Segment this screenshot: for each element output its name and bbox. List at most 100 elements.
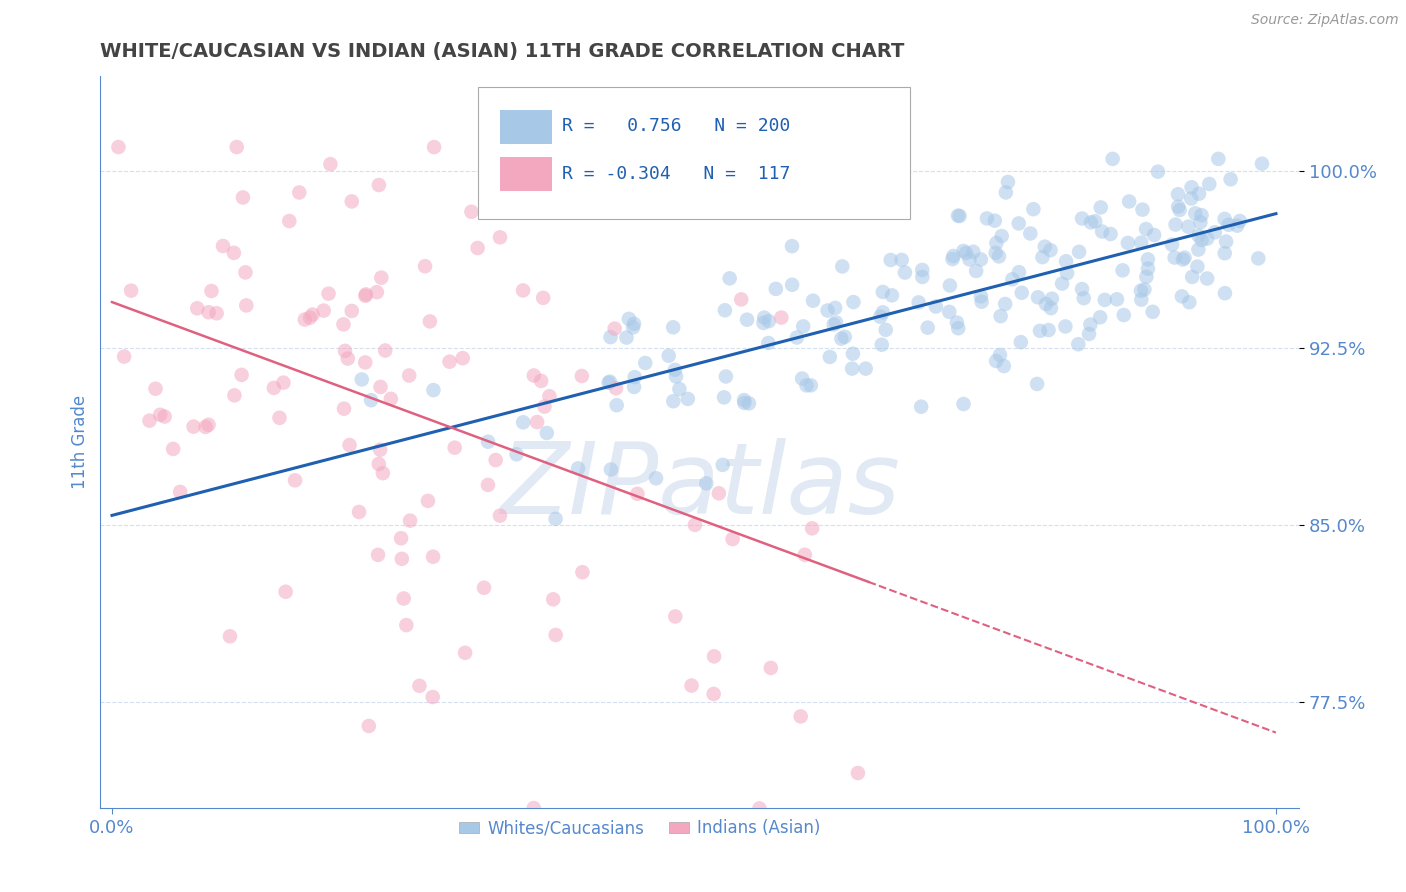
Point [681,679,703,693]
Legend: Whites/Caucasians, Indians (Asian): Whites/Caucasians, Indians (Asian) [453,813,828,844]
Point [561,202,583,216]
Point [823,318,845,332]
Point [512,415,534,429]
Point [756,336,779,351]
Point [962,244,984,259]
Point [621,320,644,334]
Point [1054,254,1077,268]
Point [748,801,770,815]
Point [1226,219,1249,233]
Point [626,487,648,501]
Point [380,392,402,406]
Point [389,531,412,545]
Point [780,239,803,253]
Point [733,393,755,408]
Point [197,417,219,432]
Point [1054,319,1077,334]
Point [718,271,741,285]
Point [880,288,903,302]
Point [623,317,645,331]
Point [1171,289,1194,303]
Point [531,291,554,305]
Point [318,286,340,301]
Point [477,434,499,449]
Point [422,549,444,564]
Point [910,400,932,414]
Point [374,343,396,358]
Point [454,646,477,660]
Point [730,293,752,307]
Point [911,263,934,277]
Point [460,204,482,219]
Point [145,382,167,396]
Point [541,592,564,607]
Point [367,457,389,471]
Point [1164,218,1187,232]
Point [232,190,254,204]
Point [294,312,316,326]
Point [212,239,235,253]
FancyBboxPatch shape [499,158,553,191]
Point [792,319,814,334]
Point [231,368,253,382]
Point [855,361,877,376]
Point [1084,214,1107,228]
Point [1029,324,1052,338]
Point [738,396,761,410]
Point [994,297,1017,311]
Point [1035,297,1057,311]
Point [1101,152,1123,166]
Point [370,380,392,394]
Point [1026,290,1049,304]
Point [1026,376,1049,391]
Point [485,453,508,467]
Point [917,320,939,334]
Point [451,351,474,366]
Point [907,295,929,310]
Point [1187,228,1209,243]
Point [1187,260,1209,274]
Point [834,330,856,344]
Point [600,462,623,476]
Point [301,308,323,322]
Point [952,397,974,411]
Point [664,609,686,624]
Point [162,442,184,456]
Point [274,584,297,599]
Point [354,287,377,301]
Point [1094,293,1116,307]
Point [875,323,897,337]
Point [870,179,893,194]
Point [713,390,735,404]
Point [984,245,1007,260]
Point [948,209,970,223]
Point [733,396,755,410]
Point [894,266,917,280]
Point [623,380,645,394]
Y-axis label: 11th Grade: 11th Grade [72,395,89,490]
Point [703,687,725,701]
Point [818,350,841,364]
FancyBboxPatch shape [499,110,553,144]
Point [676,392,699,406]
Point [368,442,391,457]
Point [1080,318,1102,332]
Point [911,269,934,284]
Point [1040,292,1063,306]
Point [1011,285,1033,300]
Point [1191,208,1213,222]
Point [941,252,963,266]
Text: WHITE/CAUCASIAN VS INDIAN (ASIAN) 11TH GRADE CORRELATION CHART: WHITE/CAUCASIAN VS INDIAN (ASIAN) 11TH G… [100,42,904,61]
Point [1184,206,1206,220]
Point [986,235,1008,250]
Point [880,252,903,267]
Point [1136,252,1159,267]
Point [419,314,441,328]
Point [830,332,852,346]
Point [1008,216,1031,230]
Point [825,315,848,329]
Point [801,293,824,308]
Point [395,618,418,632]
Point [1163,251,1185,265]
Point [416,494,439,508]
